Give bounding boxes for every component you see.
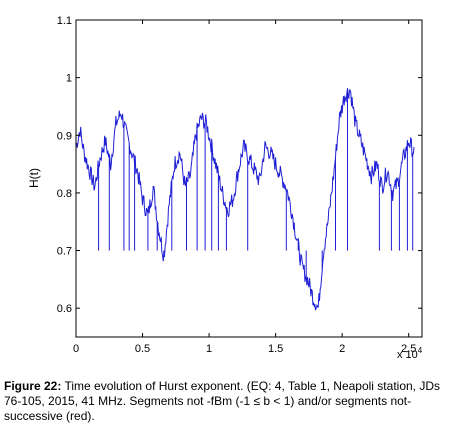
series-line	[75, 88, 415, 311]
y-tick-label: 0.9	[57, 130, 72, 142]
x-tick-label: 2	[339, 343, 345, 355]
x-tick-label: 0	[73, 343, 79, 355]
y-tick-label: 0.8	[57, 188, 72, 200]
y-tick-label: 0.7	[57, 246, 72, 258]
figure-caption: Figure 22: Time evolution of Hurst expon…	[4, 379, 450, 424]
y-tick-label: 1.1	[57, 15, 72, 27]
y-tick-label: 0.6	[57, 303, 72, 315]
x-multiplier: x 104	[397, 346, 423, 361]
caption-label: Figure 22:	[4, 379, 62, 393]
x-tick-label: 0.5	[135, 343, 150, 355]
axes-layer: 0 0.5 1 1.5 2 2.5 0.6 0.7 0.8 0.9 1 1.1	[57, 15, 422, 355]
x-multiplier-exponent: 4	[418, 346, 423, 355]
caption-text: Time evolution of Hurst exponent. (EQ: 4…	[4, 379, 440, 423]
y-tick-label: 1	[66, 73, 72, 85]
x-tick-label: 1.5	[268, 343, 283, 355]
y-axis-label: H(t)	[27, 168, 41, 188]
series-layer	[75, 88, 415, 311]
plot-frame	[75, 19, 423, 338]
x-multiplier-base: x 10	[397, 349, 418, 361]
x-tick-label: 1	[206, 343, 212, 355]
x-tick-label: 2.5	[401, 343, 416, 355]
chart: 0 0.5 1 1.5 2 2.5 0.6 0.7 0.8 0.9 1 1.1 H(t) x 104	[27, 15, 423, 361]
